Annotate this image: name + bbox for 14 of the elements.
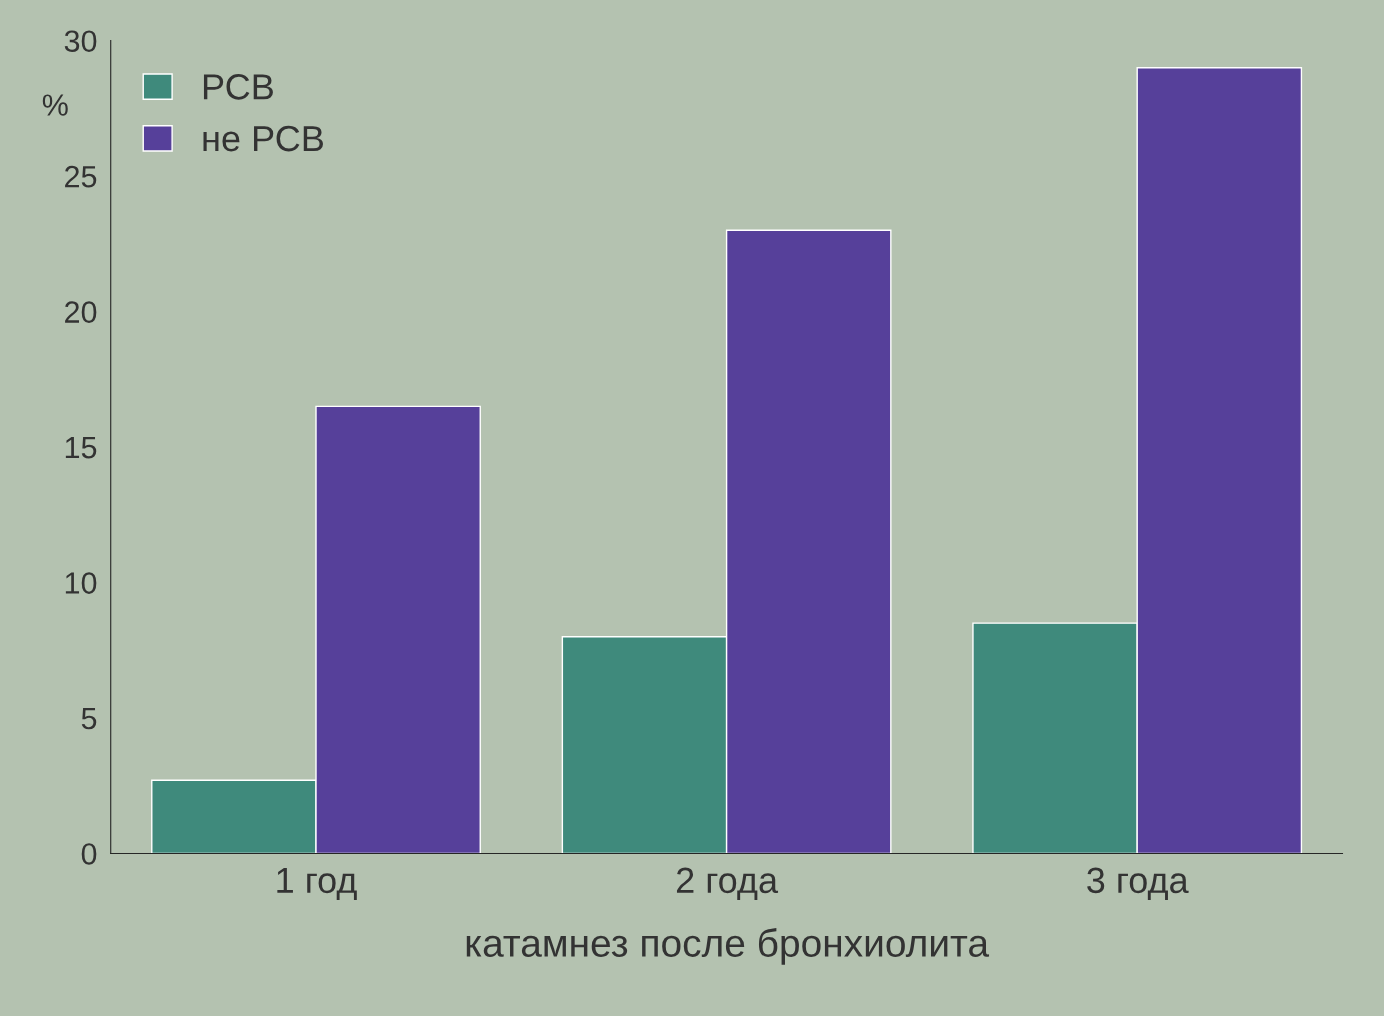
x-tick-label: 1 год: [277, 867, 357, 900]
y-axis-title: %: [42, 94, 68, 116]
y-tick-label: 10: [65, 572, 97, 594]
y-tick-label: 25: [65, 165, 97, 188]
y-tick-label: 5: [81, 708, 97, 730]
y-tick-label: 30: [64, 30, 97, 53]
y-tick-label: 15: [65, 437, 97, 459]
y-tick-label: 20: [65, 301, 97, 323]
x-tick-label: 2 года: [676, 867, 779, 900]
x-tick-label: 3 года: [1087, 867, 1189, 900]
legend-label: РСВ: [203, 74, 273, 100]
x-axis-title: катамнез после бронхиолита: [466, 928, 990, 965]
y-tick-label: 0: [81, 843, 97, 865]
legend-label: не РСВ: [203, 125, 323, 152]
